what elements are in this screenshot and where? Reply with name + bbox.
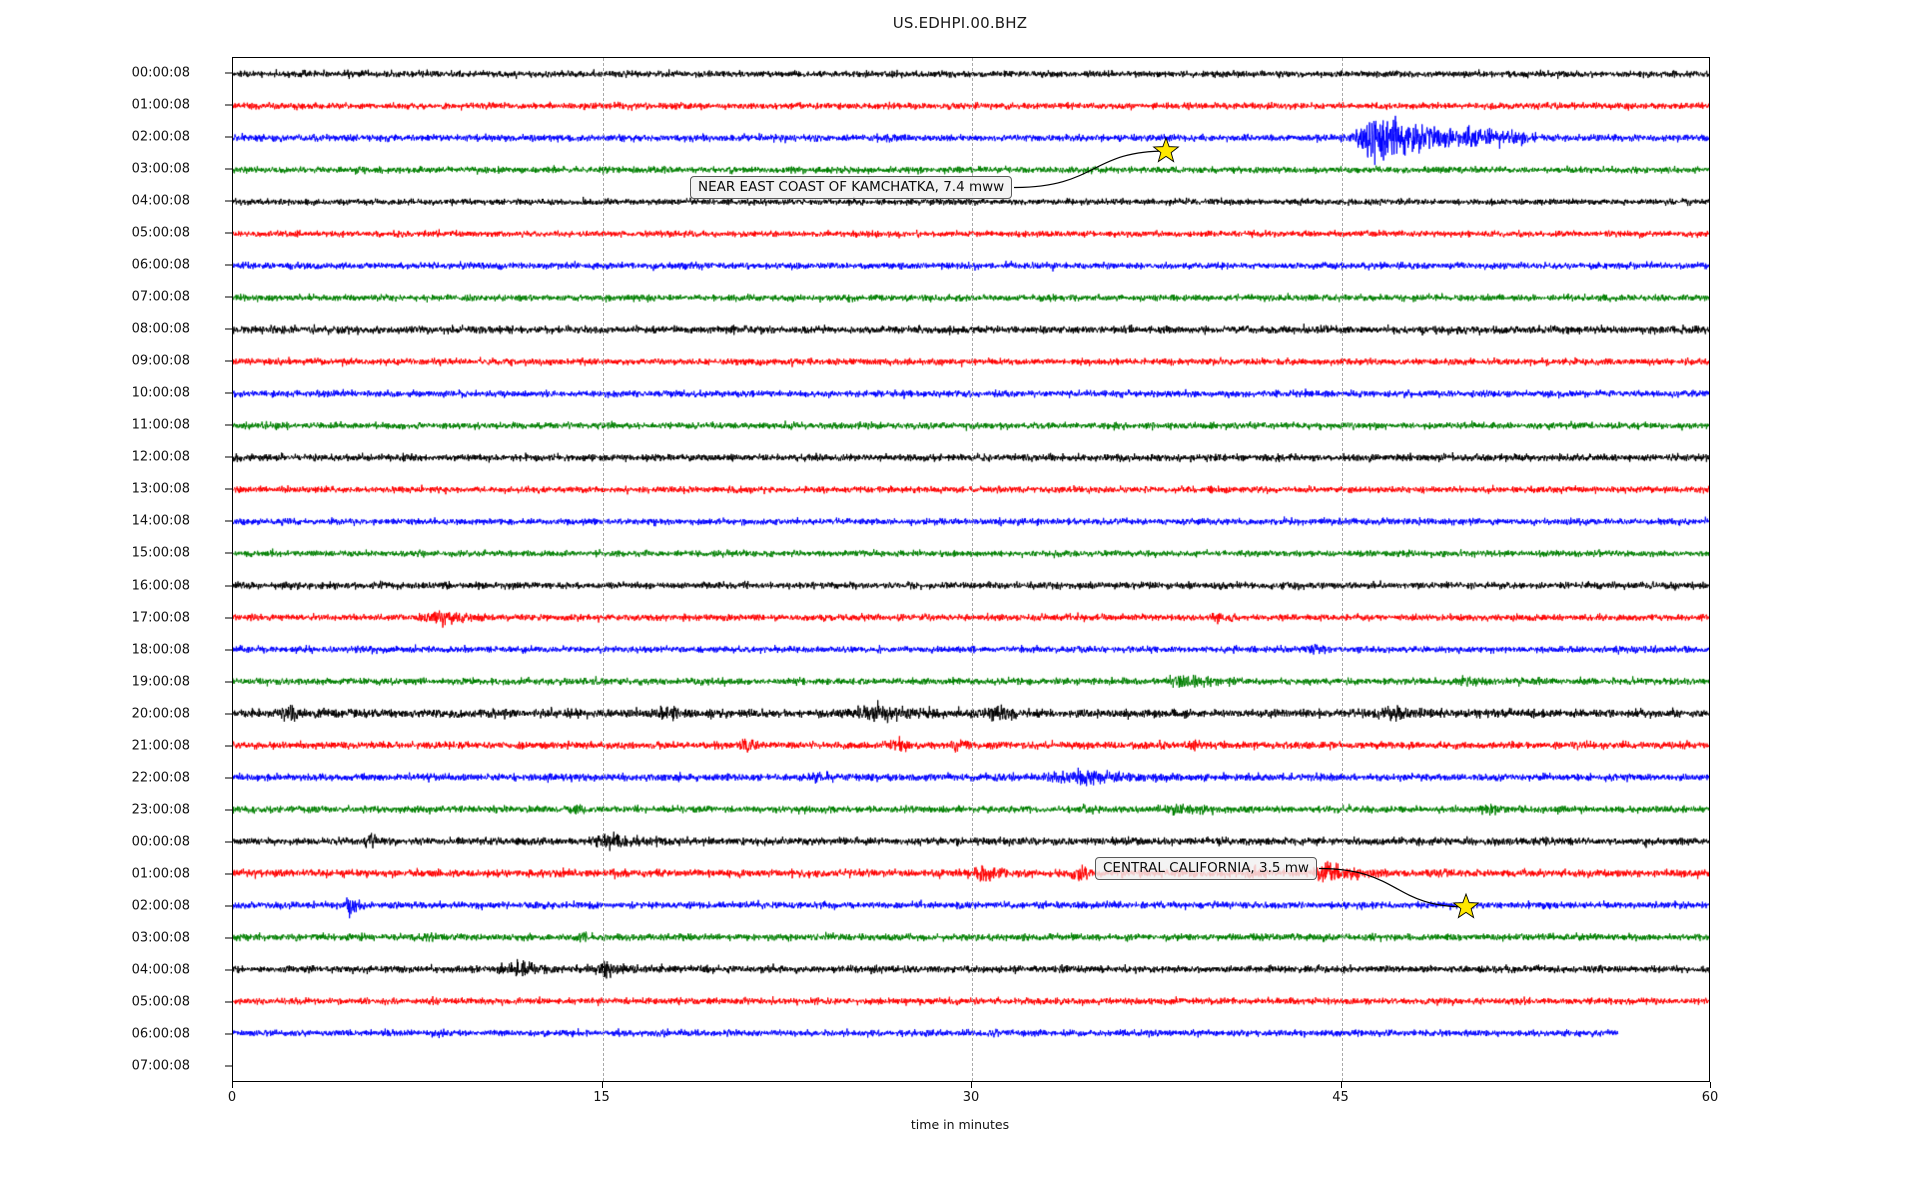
seismogram-traces [233,58,1709,1081]
x-tick-label: 30 [962,1090,980,1105]
y-tick-label: 19:00:08 [131,674,190,690]
y-tick-mark [225,745,232,747]
y-tick-mark [225,969,232,971]
y-tick-mark [225,232,232,234]
event-annotation-label: CENTRAL CALIFORNIA, 3.5 mw [1095,857,1317,881]
y-tick-mark [225,200,232,202]
y-tick-label: 02:00:08 [131,898,190,914]
y-tick-mark [225,136,232,138]
event-annotation-label: NEAR EAST COAST OF KAMCHATKA, 7.4 mww [690,176,1013,200]
y-tick-mark [225,488,232,490]
y-tick-label: 02:00:08 [131,129,190,145]
y-tick-mark [225,585,232,587]
y-tick-mark [225,937,232,939]
y-tick-mark [225,168,232,170]
y-tick-mark [225,520,232,522]
plot-area [232,57,1710,1082]
y-tick-mark [225,873,232,875]
y-tick-mark [225,905,232,907]
y-tick-mark [225,1065,232,1067]
x-tick-mark [1340,1082,1342,1088]
y-tick-label: 21:00:08 [131,738,190,754]
y-tick-label: 08:00:08 [131,321,190,337]
y-tick-label: 00:00:08 [131,65,190,81]
y-tick-mark [225,617,232,619]
y-tick-mark [225,552,232,554]
y-tick-label: 18:00:08 [131,642,190,658]
y-tick-label: 12:00:08 [131,449,190,465]
y-tick-label: 11:00:08 [131,417,190,433]
x-tick-label: 0 [227,1090,237,1105]
y-tick-mark [225,713,232,715]
x-axis-label: time in minutes [910,1117,1010,1132]
y-tick-label: 00:00:08 [131,834,190,850]
y-tick-label: 01:00:08 [131,97,190,113]
y-tick-label: 03:00:08 [131,930,190,946]
y-tick-mark [225,328,232,330]
y-tick-mark [225,456,232,458]
y-tick-mark [225,1033,232,1035]
x-tick-label: 15 [593,1090,610,1105]
y-tick-mark [225,777,232,779]
y-tick-label: 15:00:08 [131,545,190,561]
x-tick-mark [1710,1082,1711,1088]
y-tick-label: 06:00:08 [131,257,190,273]
y-tick-label: 07:00:08 [131,1058,190,1074]
y-tick-mark [225,72,232,74]
y-tick-label: 06:00:08 [131,1026,190,1042]
y-tick-mark [225,104,232,106]
x-tick-mark [232,1082,233,1088]
y-tick-label: 09:00:08 [131,353,190,369]
page-title: US.EDHPI.00.BHZ [892,14,1028,32]
y-tick-mark [225,424,232,426]
y-tick-mark [225,392,232,394]
y-tick-mark [225,649,232,651]
y-tick-label: 14:00:08 [131,513,190,529]
x-tick-mark [601,1082,603,1088]
y-tick-mark [225,841,232,843]
y-tick-mark [225,809,232,811]
y-tick-label: 04:00:08 [131,193,190,209]
y-tick-label: 05:00:08 [131,994,190,1010]
y-tick-label: 01:00:08 [131,866,190,882]
y-tick-label: 03:00:08 [131,161,190,177]
y-tick-label: 17:00:08 [131,610,190,626]
y-tick-label: 16:00:08 [131,578,190,594]
y-tick-label: 22:00:08 [131,770,190,786]
y-tick-label: 13:00:08 [131,481,190,497]
y-tick-label: 23:00:08 [131,802,190,818]
y-tick-mark [225,1001,232,1003]
y-tick-mark [225,296,232,298]
y-tick-label: 04:00:08 [131,962,190,978]
x-tick-mark [971,1082,972,1088]
x-tick-label: 60 [1701,1090,1719,1105]
y-tick-mark [225,264,232,266]
x-tick-label: 45 [1332,1090,1349,1105]
y-tick-label: 10:00:08 [131,385,190,401]
y-tick-label: 05:00:08 [131,225,190,241]
y-tick-label: 07:00:08 [131,289,190,305]
y-tick-mark [225,681,232,683]
y-tick-mark [225,360,232,362]
y-tick-label: 20:00:08 [131,706,190,722]
